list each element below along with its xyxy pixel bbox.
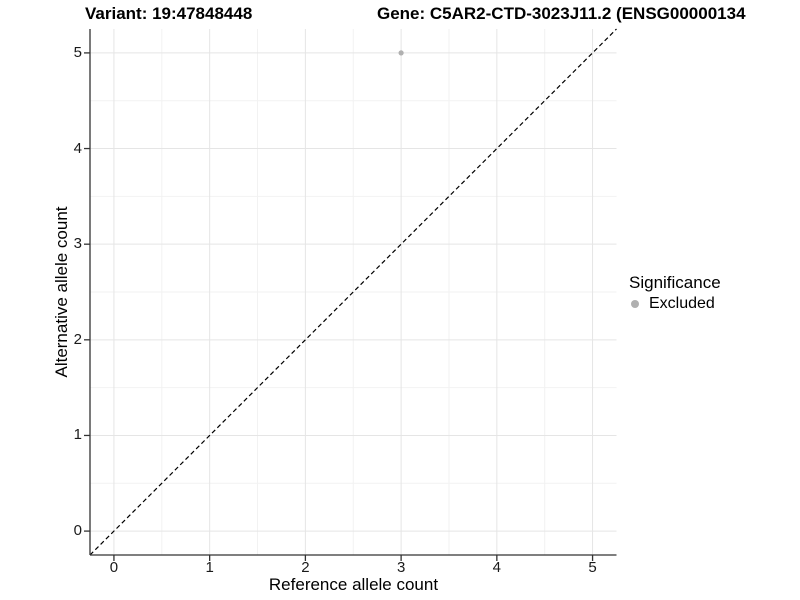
x-tick-label: 1 [205,559,214,576]
x-tick-label: 5 [588,559,597,576]
y-tick-label: 1 [73,426,82,444]
excluded-point-icon [631,300,639,308]
identity-line [89,28,617,556]
data-point [398,50,404,56]
x-tick-label: 2 [301,559,310,576]
y-tick-label: 2 [73,330,82,348]
x-tick-label: 4 [492,559,501,576]
y-tick-label: 0 [73,522,82,540]
legend-item-label: Excluded [649,295,715,312]
x-axis-label: Reference allele count [268,575,439,594]
x-tick-label: 0 [109,559,119,576]
gene-title: Gene: C5AR2-CTD-3023J11.2 (ENSG00000134 [377,4,746,23]
y-tick-label: 3 [73,235,82,253]
x-tick-label: 3 [396,559,406,576]
y-tick-label: 4 [73,139,82,157]
legend: Significance Excluded [629,273,721,313]
legend-item-excluded: Excluded [629,295,721,313]
y-axis-label: Alternative allele count [52,206,71,378]
variant-title: Variant: 19:47848448 [85,4,253,23]
y-tick-label: 5 [73,43,82,61]
legend-title: Significance [629,273,721,292]
